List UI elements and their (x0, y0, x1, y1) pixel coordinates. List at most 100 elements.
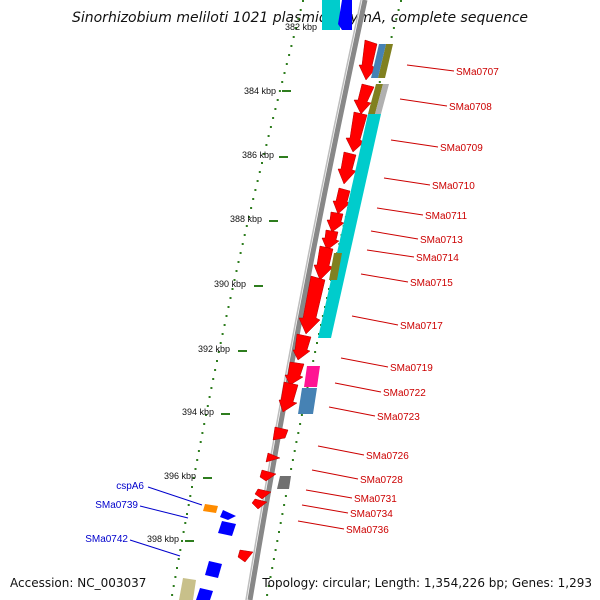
cog-magenta-sma0722[interactable] (304, 366, 320, 387)
cog-olive-sma0707[interactable] (378, 44, 393, 78)
tick-dot (250, 207, 253, 209)
tick-dot (182, 531, 185, 533)
kbp-label: 398 kbp (147, 534, 179, 544)
plasmid-backbone (247, 0, 368, 600)
gene-label[interactable]: SMa0742 (85, 534, 128, 545)
gene-label[interactable]: SMa0710 (432, 181, 475, 192)
tick-dot (194, 468, 197, 470)
tick-dot (288, 54, 291, 56)
top-kbp-label: 382 kbp (285, 22, 317, 32)
gene-label[interactable]: SMa0719 (390, 363, 433, 374)
leader-line (383, 177, 431, 186)
gene-arrow-sma0717[interactable] (298, 275, 326, 335)
tick-dot (176, 567, 178, 569)
gene-arrow-sma0734[interactable] (254, 488, 272, 500)
cog-gray-sma0708[interactable] (375, 84, 389, 114)
gene-arrow-sma0742[interactable] (205, 561, 222, 578)
gene-label[interactable]: SMa0709 (440, 143, 483, 154)
gene-label[interactable]: SMa0711 (425, 211, 468, 222)
gene-arrow-sma0731[interactable] (259, 469, 277, 482)
gene-arrow-sma0710[interactable] (337, 151, 357, 185)
tick-dot (172, 585, 175, 587)
gene-arrow-sma0739[interactable] (218, 521, 236, 536)
tick-dot (214, 369, 217, 371)
leader-line (334, 382, 382, 393)
cog-olive-sma0708[interactable] (368, 84, 383, 114)
leader-line (366, 249, 415, 258)
gene-arrow-sma0714[interactable] (321, 229, 340, 251)
tick-dot (248, 216, 250, 218)
gene-label[interactable]: SMa0731 (354, 494, 397, 505)
tick-dot (321, 315, 324, 317)
tick-dot (269, 576, 272, 578)
gene-label[interactable]: SMa0715 (410, 278, 453, 289)
tick-dot (235, 270, 238, 272)
gene-arrow-sma0736[interactable] (251, 498, 268, 510)
gene-label[interactable]: SMa0722 (383, 388, 426, 399)
tick-dot (177, 558, 180, 560)
tick-dot (274, 108, 277, 110)
cog-steelblue-sma0723[interactable] (298, 388, 317, 414)
gene-arrow-bottom[interactable] (196, 588, 213, 600)
kbp-label: 388 kbp (230, 214, 262, 224)
tick-dot (392, 27, 395, 29)
gene-arrow-sma0728[interactable] (265, 452, 281, 463)
cog-cyan-block[interactable] (318, 114, 381, 338)
cog-steelblue-sma0707[interactable] (371, 44, 386, 78)
gene-arrow-downstream[interactable] (237, 549, 254, 563)
tick-dot (196, 459, 199, 461)
gene-arrow-sma0726[interactable] (272, 426, 289, 441)
tick-dot (263, 153, 266, 155)
gene-label[interactable]: SMa0734 (350, 509, 393, 520)
gene-arrow-sma0713[interactable] (326, 211, 345, 233)
tick-dot (227, 306, 230, 308)
tick-dot (284, 495, 287, 497)
tick-dot (395, 18, 398, 20)
gene-arrow-cspa6[interactable] (220, 510, 236, 520)
tick-dot (266, 594, 269, 596)
cog-khaki-sma0742[interactable] (179, 578, 196, 600)
tick-dot (197, 450, 200, 452)
tick-dot (297, 432, 300, 434)
gene-label[interactable]: cspA6 (116, 481, 144, 492)
cog-gray-sma0731[interactable] (277, 476, 291, 489)
gene-label[interactable]: SMa0717 (400, 321, 443, 332)
gene-label[interactable]: SMa0707 (456, 67, 499, 78)
leader-line (139, 505, 189, 519)
map-title: Sinorhizobium meliloti 1021 plasmid pSym… (71, 10, 529, 26)
gene-arrow-sma0719[interactable] (292, 333, 312, 361)
gene-arrow-sma0723[interactable] (278, 381, 299, 413)
gene-arrow-sma0711[interactable] (332, 187, 351, 215)
kbp-label: 384 kbp (244, 86, 276, 96)
tick-dot (283, 504, 286, 506)
leader-line (370, 230, 419, 240)
tick-dot (261, 162, 263, 164)
tick-dot (256, 180, 259, 182)
tick-dot (272, 558, 275, 560)
gene-label[interactable]: SMa0723 (377, 412, 420, 423)
gene-label[interactable]: SMa0726 (366, 451, 409, 462)
tick-dot (397, 9, 400, 11)
tick-dot (285, 63, 288, 65)
gene-label[interactable]: SMa0714 (416, 253, 459, 264)
cog-olive-sma0715[interactable] (329, 253, 342, 280)
top-cog-feature[interactable] (322, 0, 340, 30)
gene-arrow-sma0708[interactable] (353, 83, 375, 115)
top-reverse-gene-arrow[interactable] (338, 0, 352, 30)
gene-label[interactable]: SMa0713 (420, 235, 463, 246)
gene-arrow-sma0715[interactable] (313, 245, 334, 281)
gene-arrow-sma0707[interactable] (358, 39, 378, 81)
leader-line (305, 489, 353, 499)
gene-label[interactable]: SMa0739 (95, 500, 138, 511)
tick-dot (314, 351, 317, 353)
tick-dot (274, 549, 277, 551)
leader-line (399, 98, 448, 107)
gene-label[interactable]: SMa0736 (346, 525, 389, 536)
tick-dot (295, 441, 298, 443)
gene-label[interactable]: SMa0728 (360, 475, 403, 486)
gene-arrow-sma0722[interactable] (284, 361, 305, 386)
tick-dot (400, 0, 402, 2)
gene-label[interactable]: SMa0708 (449, 102, 492, 113)
cog-orange-cspa6[interactable] (203, 504, 218, 513)
